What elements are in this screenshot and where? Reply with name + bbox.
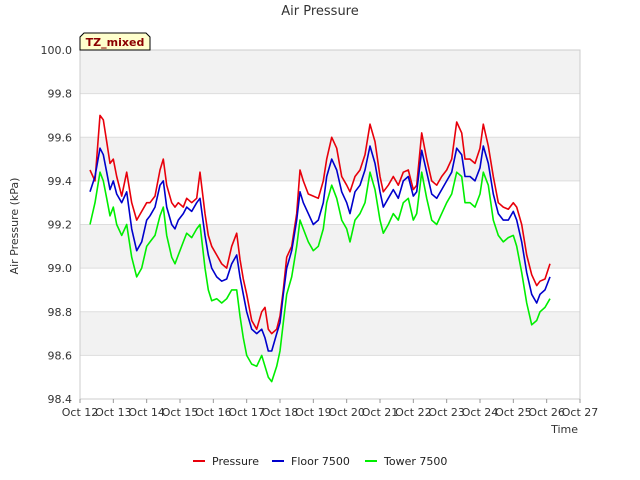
y-tick-label: 98.8 xyxy=(48,306,73,319)
x-tick-label: Oct 12 xyxy=(62,406,99,419)
chart-title: Air Pressure xyxy=(281,4,359,19)
x-axis-label: Time xyxy=(550,423,578,436)
y-tick-label: 99.4 xyxy=(48,175,73,188)
y-tick-label: 99.8 xyxy=(48,88,73,101)
y-tick-label: 100.0 xyxy=(41,44,73,57)
y-tick-label: 99.6 xyxy=(48,131,73,144)
x-tick-label: Oct 27 xyxy=(562,406,599,419)
y-tick-label: 99.2 xyxy=(48,219,73,232)
x-tick-label: Oct 20 xyxy=(328,406,365,419)
x-tick-label: Oct 18 xyxy=(262,406,299,419)
plot-band xyxy=(80,93,580,138)
x-tick-label: Oct 14 xyxy=(128,406,165,419)
x-tick-label: Oct 21 xyxy=(362,406,399,419)
plot-band xyxy=(80,268,580,312)
plot-band xyxy=(80,50,580,94)
legend-label: Pressure xyxy=(212,455,259,468)
x-tick-label: Oct 23 xyxy=(428,406,465,419)
x-tick-label: Oct 26 xyxy=(528,406,565,419)
timezone-badge: TZ_mixed xyxy=(79,32,151,51)
x-tick-label: Oct 19 xyxy=(295,406,332,419)
x-tick-label: Oct 16 xyxy=(195,406,232,419)
plot-band xyxy=(80,180,580,225)
y-axis-label: Air Pressure (kPa) xyxy=(8,178,21,275)
y-tick-label: 98.4 xyxy=(48,393,73,406)
y-tick-labels: 98.4 98.6 98.8 99.0 99.2 99.4 99.6 99.8 100.0 xyxy=(41,44,73,406)
series-line-floor-7500 xyxy=(89,145,551,352)
legend: Pressure Floor 7500 Tower 7500 xyxy=(193,455,447,468)
legend-label: Floor 7500 xyxy=(291,455,350,468)
series-line-pressure xyxy=(89,114,551,335)
plot-band xyxy=(80,224,580,269)
legend-label: Tower 7500 xyxy=(383,455,447,468)
x-tick-label: Oct 17 xyxy=(228,406,265,419)
y-tick-label: 98.6 xyxy=(48,349,73,362)
y-tick-label: 99.0 xyxy=(48,262,73,275)
series-layer xyxy=(89,114,551,383)
x-tick-label: Oct 15 xyxy=(162,406,199,419)
x-tick-label: Oct 25 xyxy=(495,406,532,419)
x-tick-label: Oct 13 xyxy=(95,406,132,419)
x-tick-label: Oct 22 xyxy=(395,406,432,419)
plot-frame xyxy=(79,49,581,400)
series-line-tower-7500 xyxy=(89,171,551,383)
plot-band xyxy=(80,355,580,399)
timezone-badge-text: TZ_mixed xyxy=(86,36,145,49)
plot-band xyxy=(80,311,580,356)
x-tick-label: Oct 24 xyxy=(462,406,499,419)
